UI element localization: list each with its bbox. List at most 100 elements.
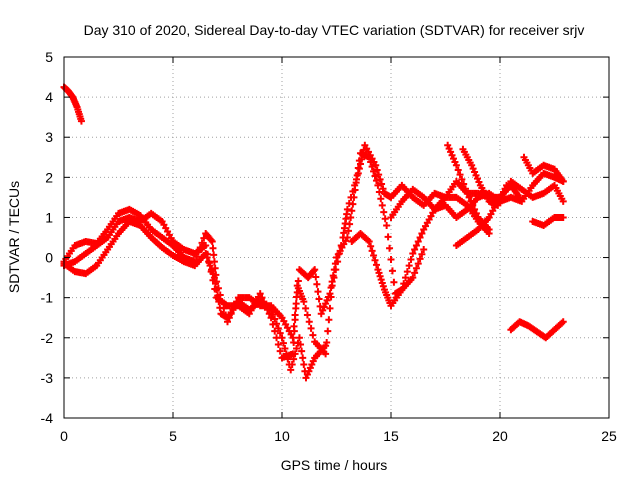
data-point <box>351 181 359 189</box>
plot-frame <box>63 56 610 419</box>
data-point <box>371 172 379 180</box>
x-tick-label: 25 <box>601 428 617 444</box>
y-tick-label: 0 <box>45 250 53 266</box>
data-point <box>359 151 367 159</box>
data-point <box>355 165 363 173</box>
data-point <box>191 258 199 266</box>
data-point <box>370 252 378 260</box>
data-point <box>297 340 305 348</box>
data-point <box>202 242 210 250</box>
axis-ticks: 0 5 10 15 20 25 -4 -3 -2 -1 0 1 2 3 4 5 <box>41 49 617 444</box>
data-point <box>326 290 334 298</box>
data-point <box>380 208 388 216</box>
data-point <box>210 258 218 266</box>
data-point <box>467 197 475 205</box>
data-point <box>371 256 379 264</box>
data-point <box>377 195 385 203</box>
x-axis-label: GPS time / hours <box>281 457 388 473</box>
data-point <box>418 250 426 258</box>
data-point <box>465 193 473 201</box>
data-point <box>400 280 408 288</box>
data-point <box>222 311 230 319</box>
data-point <box>334 258 342 266</box>
data-point <box>279 339 287 347</box>
data-point <box>412 242 420 250</box>
data-point <box>370 167 378 175</box>
y-axis-label: SDTVAR / TECUs <box>6 181 22 293</box>
data-point <box>289 350 297 358</box>
data-point <box>368 247 376 255</box>
data-point <box>273 334 281 342</box>
x-tick-label: 10 <box>274 428 290 444</box>
data-point <box>348 207 356 215</box>
series-arc-12 <box>507 318 567 342</box>
data-point <box>411 269 419 277</box>
data-point <box>559 197 567 205</box>
data-point <box>414 260 422 268</box>
data-point <box>485 225 493 233</box>
data-point <box>212 271 220 279</box>
data-point <box>384 233 392 241</box>
data-point <box>288 361 296 369</box>
data-point <box>374 181 382 189</box>
data-point <box>303 311 311 319</box>
series-arc-9 <box>452 181 524 250</box>
data-point <box>269 320 277 328</box>
data-point <box>376 175 384 183</box>
data-point <box>315 295 323 303</box>
data-point <box>227 310 235 318</box>
data-point <box>287 366 295 374</box>
data-point <box>328 282 336 290</box>
data-point <box>377 276 385 284</box>
y-tick-label: -4 <box>41 410 54 426</box>
data-point <box>305 318 313 326</box>
data-point <box>309 331 317 339</box>
x-tick-label: 20 <box>492 428 508 444</box>
data-point <box>416 234 424 241</box>
data-point <box>290 327 298 335</box>
data-point <box>344 227 352 235</box>
x-tick-label: 0 <box>60 428 68 444</box>
data-point <box>335 250 343 258</box>
data-point <box>349 187 357 195</box>
data-point <box>375 188 383 196</box>
data-point <box>379 282 387 290</box>
series-arc-11 <box>529 213 567 229</box>
data-point <box>260 298 268 306</box>
data-point <box>323 338 331 346</box>
data-point <box>343 205 351 213</box>
chart-title: Day 310 of 2020, Sidereal Day-to-day VTE… <box>84 22 585 38</box>
data-point <box>211 264 219 272</box>
data-point <box>365 238 373 246</box>
data-point <box>311 266 319 274</box>
data-point <box>291 316 299 324</box>
data-point <box>271 327 279 335</box>
data-point <box>312 273 320 281</box>
series-arc-1 <box>60 83 85 125</box>
data-point <box>387 256 395 264</box>
y-tick-label: -2 <box>41 330 54 346</box>
data-point <box>402 274 410 282</box>
data-point <box>207 268 215 276</box>
data-point <box>559 213 567 221</box>
data-point <box>293 344 301 352</box>
data-point <box>204 250 212 258</box>
data-point <box>458 175 466 183</box>
data-point <box>376 272 384 280</box>
y-tick-label: -3 <box>41 370 54 386</box>
data-point <box>345 199 353 207</box>
data-point <box>225 314 233 322</box>
series-arc-5 <box>348 193 493 310</box>
series-arc-4 <box>60 141 567 362</box>
data-point <box>375 269 383 277</box>
data-point <box>372 261 380 269</box>
data-point <box>314 288 322 296</box>
data-point <box>258 294 266 302</box>
data-points <box>60 83 567 382</box>
data-point <box>322 350 330 358</box>
data-point <box>263 306 271 314</box>
data-point <box>256 290 264 298</box>
data-point <box>472 209 480 217</box>
data-point <box>276 347 284 355</box>
